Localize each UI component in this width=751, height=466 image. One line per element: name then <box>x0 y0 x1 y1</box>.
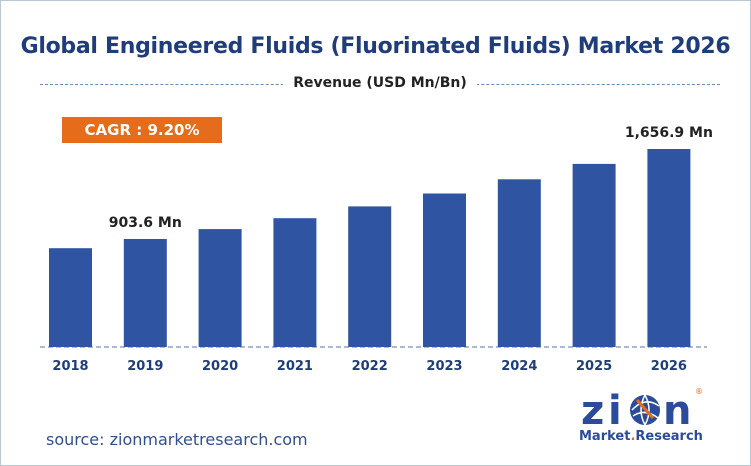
logo-word-n: n <box>663 388 691 434</box>
x-tick-label-2026: 2026 <box>651 359 687 374</box>
logo-word: z <box>581 388 604 434</box>
cagr-badge: CAGR : 9.20% <box>62 117 222 143</box>
x-tick-label-2022: 2022 <box>352 359 388 374</box>
x-tick-label-2020: 2020 <box>202 359 238 374</box>
bar-2019 <box>123 239 167 347</box>
logo-word-i: i <box>608 388 622 434</box>
bar-2018 <box>49 248 92 347</box>
subtitle-row: Revenue (USD Mn/Bn) <box>40 72 720 98</box>
x-tick-label-2019: 2019 <box>127 359 163 374</box>
data-label-2026: 1,656.9 Mn <box>625 125 713 141</box>
x-tick-label-2024: 2024 <box>501 359 537 374</box>
bar-2026 <box>647 149 691 347</box>
zion-logo: z i n ® Market.Research <box>579 387 703 444</box>
registered-mark: ® <box>695 387 703 396</box>
bar-2022 <box>348 206 392 347</box>
x-tick-label-2018: 2018 <box>52 359 88 374</box>
logo-tagline: Market.Research <box>579 429 703 444</box>
chart-title: Global Engineered Fluids (Fluorinated Fl… <box>20 34 731 59</box>
bar-2024 <box>497 179 541 347</box>
bar-2023 <box>423 193 466 347</box>
bar-2025 <box>572 163 616 347</box>
source-text: source: zionmarketresearch.com <box>46 430 308 449</box>
bar-2020 <box>198 229 242 347</box>
bar-2021 <box>273 218 317 347</box>
x-tick-label-2023: 2023 <box>426 359 462 374</box>
data-label-2019: 903.6 Mn <box>109 215 182 231</box>
x-tick-label-2021: 2021 <box>277 359 313 374</box>
x-tick-label-2025: 2025 <box>576 359 612 374</box>
chart-subtitle: Revenue (USD Mn/Bn) <box>283 75 477 91</box>
